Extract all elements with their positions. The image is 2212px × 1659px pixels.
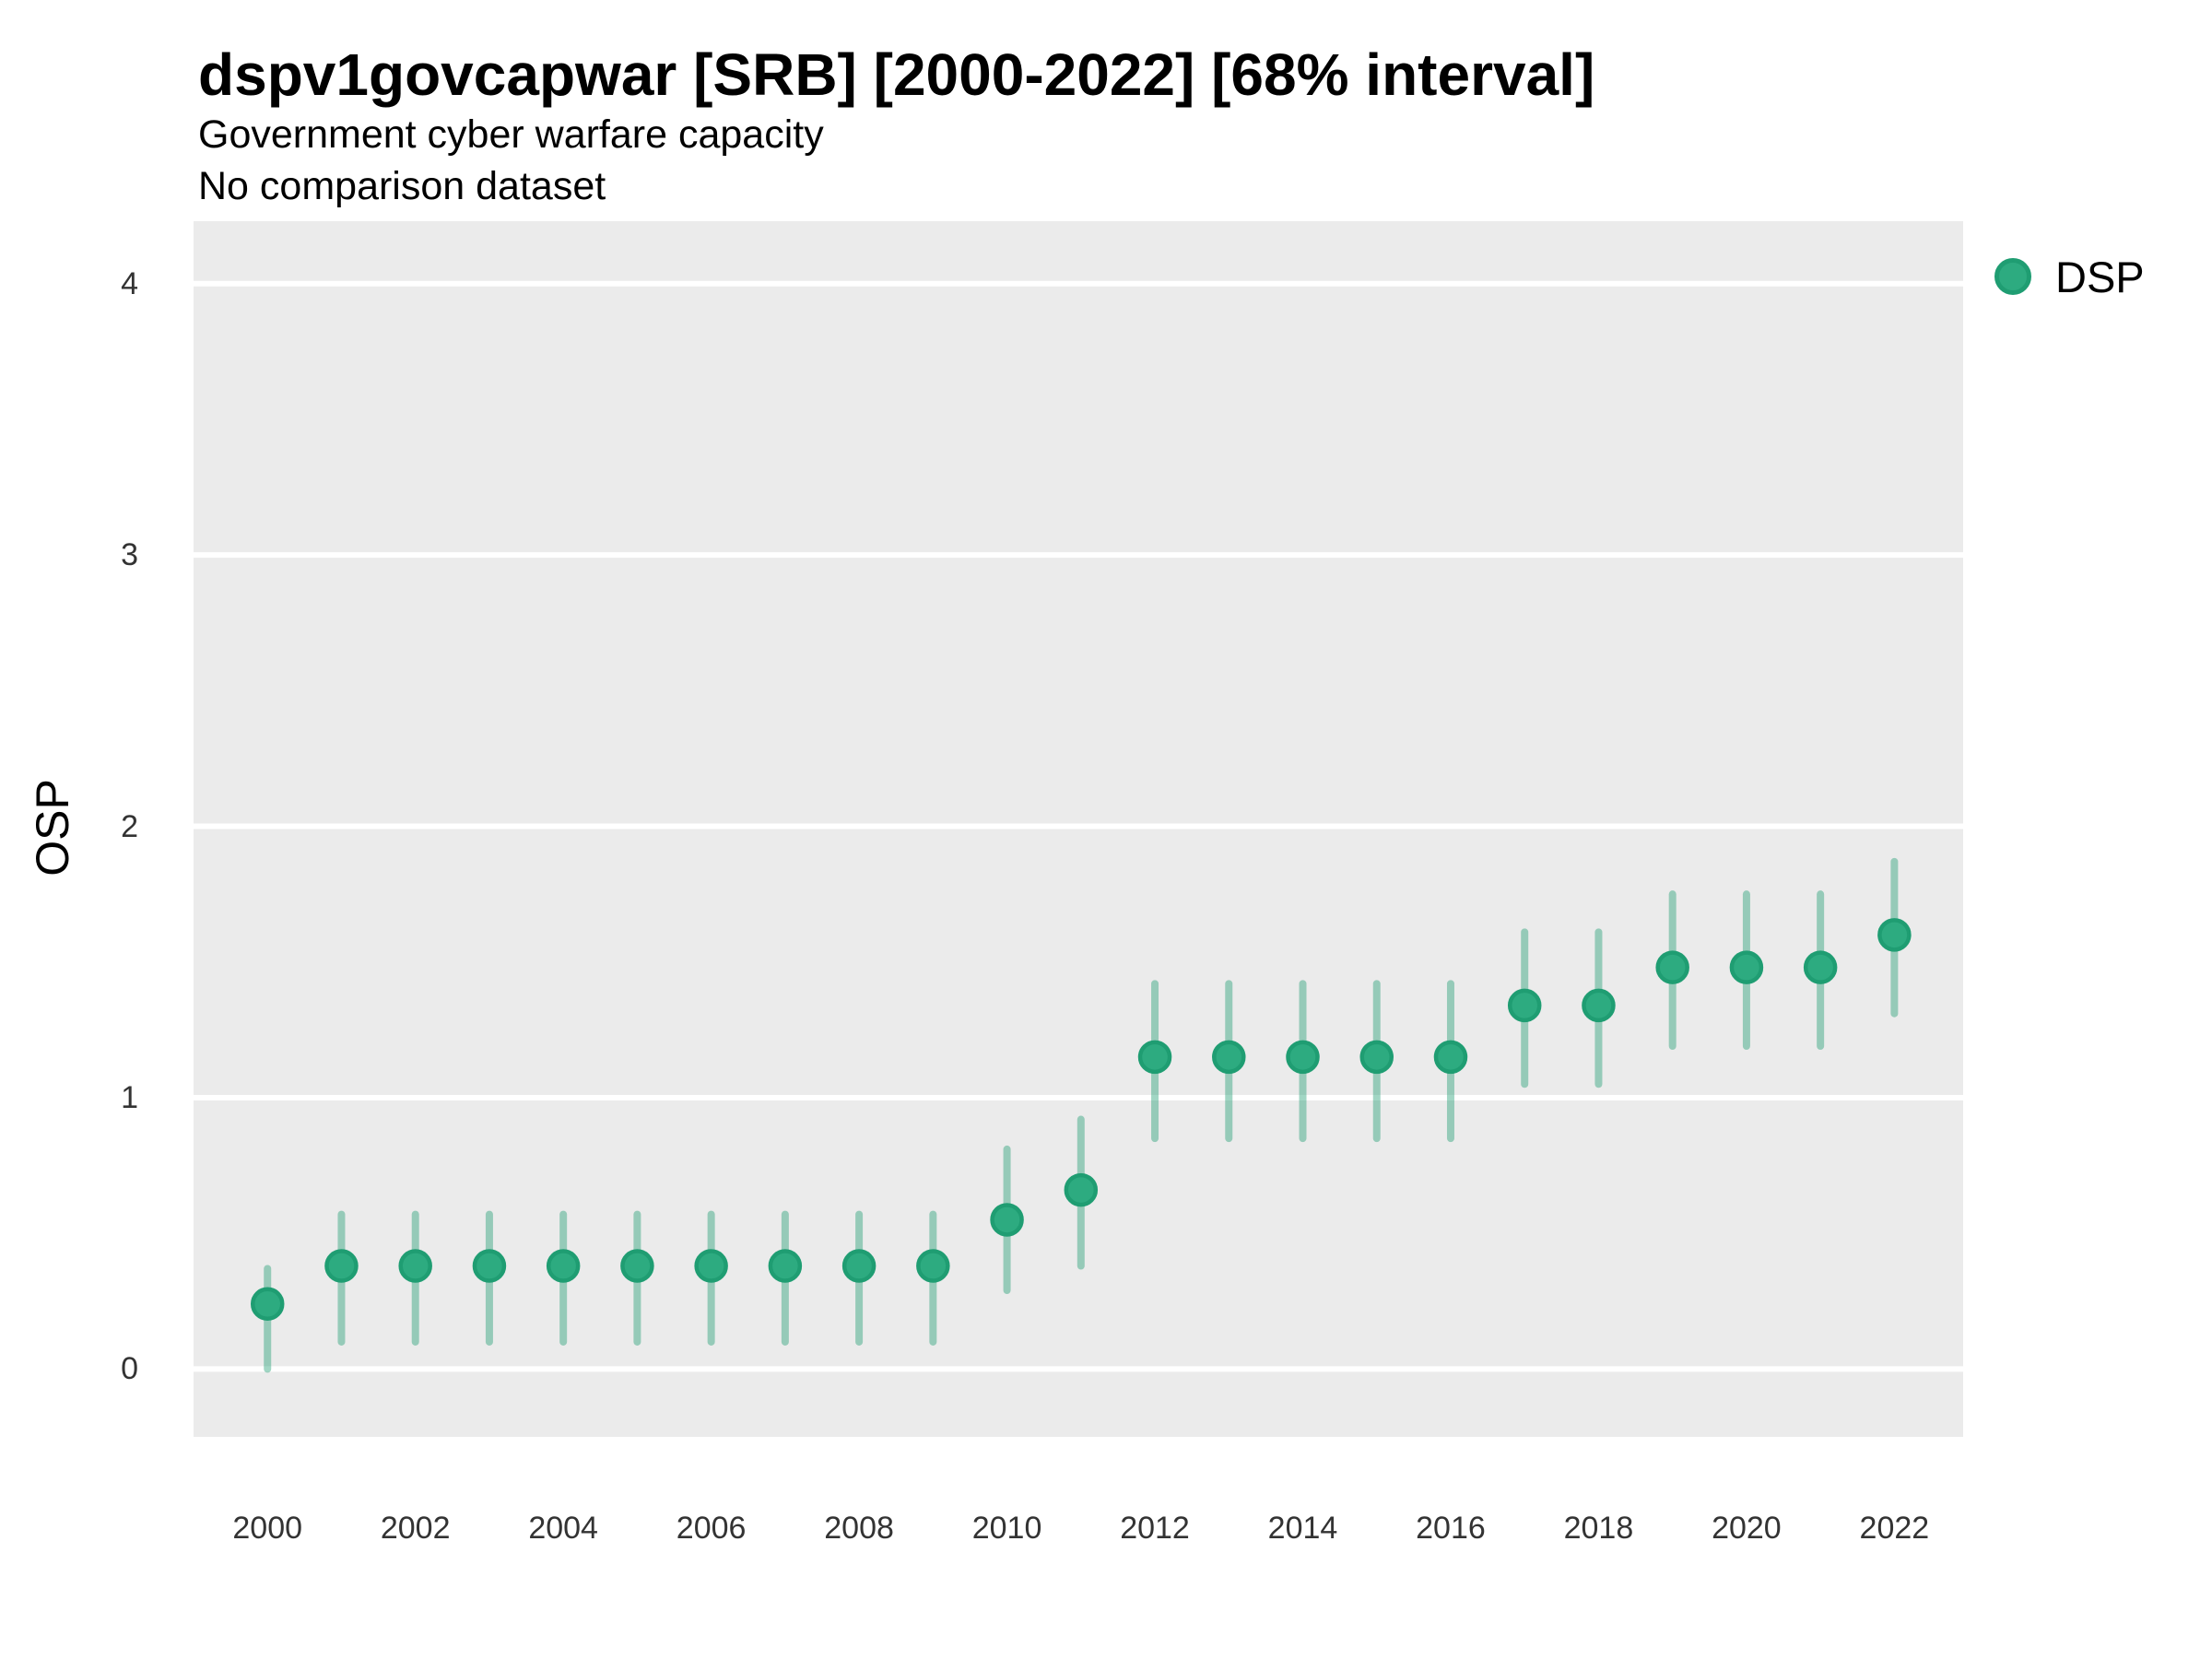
data-point-2018 (1582, 988, 1616, 1023)
x-tick-label-2004: 2004 (528, 1511, 598, 1546)
data-point-2021 (1803, 950, 1838, 984)
data-point-2006 (694, 1249, 728, 1283)
x-tick-label-2000: 2000 (232, 1511, 303, 1546)
data-point-2002 (398, 1249, 432, 1283)
data-point-2022 (1877, 918, 1912, 952)
legend-series-label: DSP (2055, 252, 2145, 301)
data-point-2008 (841, 1249, 877, 1283)
data-point-2015 (1359, 1040, 1394, 1075)
y-tick-label-3: 3 (121, 537, 138, 573)
x-tick-label-2020: 2020 (1712, 1511, 1782, 1546)
x-tick-label-2002: 2002 (380, 1511, 451, 1546)
plot-canvas (194, 280, 1963, 1373)
y-tick-label-2: 2 (121, 808, 138, 844)
x-tick-label-2006: 2006 (676, 1511, 747, 1546)
data-point-2005 (620, 1249, 654, 1283)
y-tick-label-0: 0 (121, 1351, 138, 1387)
data-point-2017 (1507, 988, 1542, 1023)
y-tick-label-1: 1 (121, 1079, 138, 1115)
plot-panel (194, 221, 1963, 1437)
y-tick-label-4: 4 (121, 265, 138, 301)
x-tick-label-2010: 2010 (971, 1511, 1042, 1546)
data-point-2019 (1655, 950, 1689, 984)
data-point-2004 (546, 1249, 581, 1283)
data-point-2009 (916, 1249, 950, 1283)
x-tick-label-2008: 2008 (824, 1511, 894, 1546)
data-point-2014 (1286, 1040, 1320, 1075)
data-point-2003 (472, 1249, 507, 1283)
chart-subtitle: Government cyber warfare capacity (198, 112, 824, 157)
x-tick-label-2022: 2022 (1859, 1511, 1930, 1546)
data-point-2001 (324, 1249, 359, 1283)
data-point-2016 (1433, 1040, 1468, 1075)
data-point-2012 (1137, 1040, 1172, 1075)
data-point-2007 (768, 1249, 803, 1283)
chart-title: dspv1govcapwar [SRB] [2000-2022] [68% in… (198, 41, 1595, 108)
x-tick-label-2016: 2016 (1416, 1511, 1486, 1546)
data-point-2000 (250, 1287, 285, 1321)
x-tick-label-2014: 2014 (1267, 1511, 1338, 1546)
data-point-2020 (1729, 950, 1764, 984)
x-tick-label-2012: 2012 (1120, 1511, 1190, 1546)
data-point-2011 (1064, 1172, 1099, 1207)
data-point-2013 (1212, 1040, 1246, 1075)
legend-point-icon (1994, 258, 2031, 295)
chart-comparison-note: No comparison dataset (198, 164, 606, 208)
data-point-2010 (990, 1203, 1024, 1237)
x-tick-label-2018: 2018 (1563, 1511, 1634, 1546)
legend: DSP (1994, 251, 2145, 302)
